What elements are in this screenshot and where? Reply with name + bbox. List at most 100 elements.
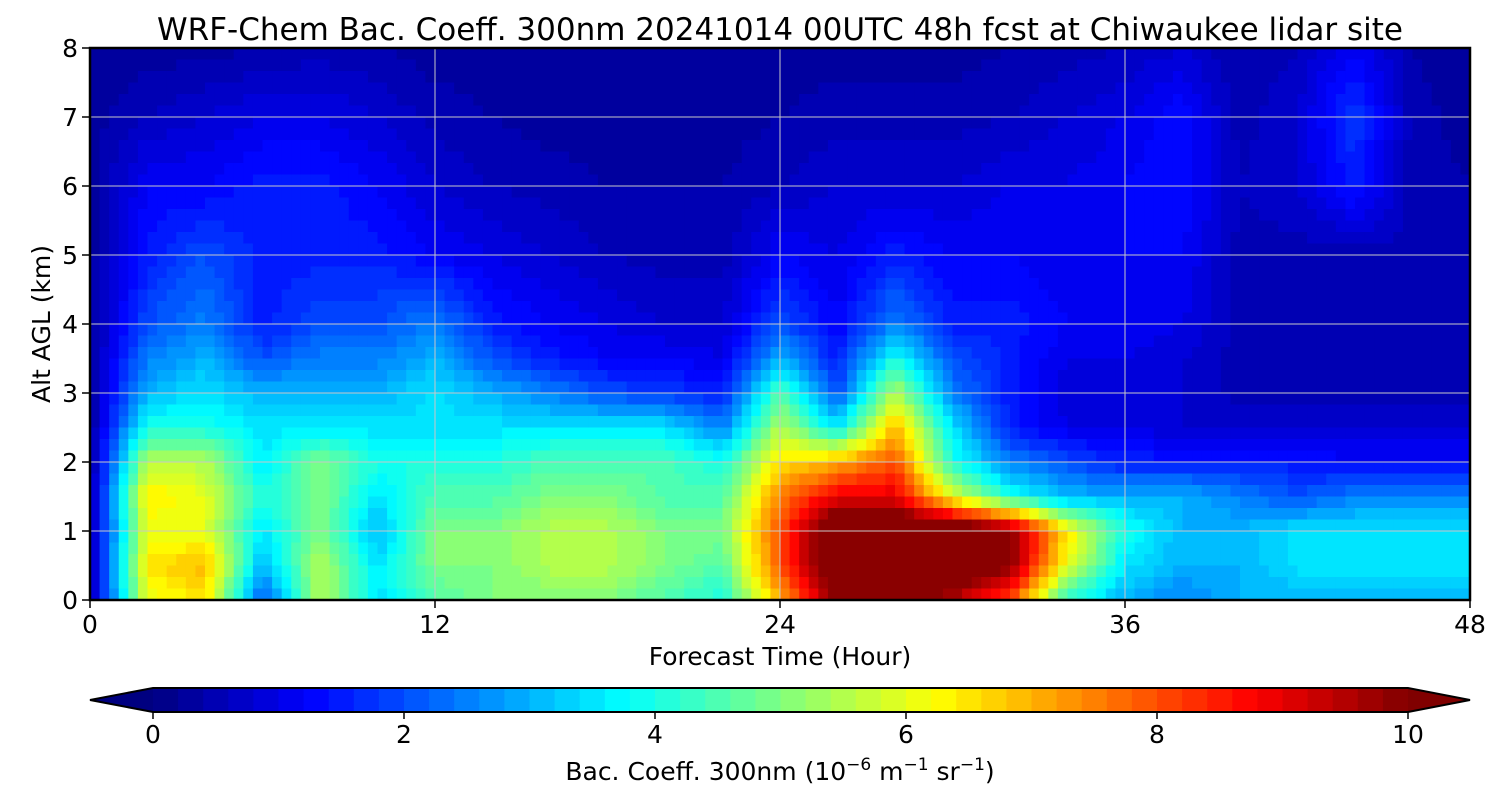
heatmap-cell: [1000, 163, 1011, 176]
heatmap-cell: [473, 151, 484, 164]
heatmap-cell: [780, 117, 791, 130]
heatmap-cell: [530, 151, 542, 164]
heatmap-cell: [1163, 324, 1174, 337]
heatmap-cell: [1105, 209, 1117, 222]
heatmap-cell: [578, 278, 589, 291]
heatmap-cell: [722, 197, 733, 210]
heatmap-cell: [502, 278, 513, 291]
heatmap-cell: [166, 94, 177, 107]
heatmap-cell: [962, 197, 973, 210]
heatmap-cell: [454, 151, 465, 164]
heatmap-cell: [176, 289, 187, 302]
heatmap-cell: [645, 404, 657, 417]
heatmap-cell: [511, 232, 522, 245]
heatmap-cell: [904, 117, 915, 130]
heatmap-cell: [550, 220, 561, 233]
heatmap-cell: [981, 243, 992, 256]
heatmap-cell: [233, 128, 244, 141]
heatmap-cell: [1345, 347, 1356, 360]
heatmap-cell: [1096, 232, 1107, 245]
heatmap-cell: [1153, 370, 1164, 383]
heatmap-cell: [540, 278, 551, 291]
heatmap-cell: [511, 163, 522, 176]
heatmap-cell: [1086, 174, 1097, 187]
heatmap-cell: [1172, 48, 1184, 61]
heatmap-cell: [157, 427, 168, 440]
heatmap-cell: [1192, 94, 1203, 107]
heatmap-cell: [952, 381, 963, 394]
heatmap-cell: [914, 220, 925, 233]
heatmap-cell: [1335, 163, 1347, 176]
heatmap-cell: [109, 289, 120, 302]
heatmap-cell: [703, 140, 714, 153]
heatmap-cell: [1067, 289, 1078, 302]
heatmap-cell: [885, 232, 896, 245]
heatmap-cell: [1307, 220, 1318, 233]
heatmap-cell: [415, 59, 427, 72]
heatmap-cell: [971, 347, 982, 360]
heatmap-cell: [856, 255, 867, 268]
heatmap-cell: [185, 312, 197, 325]
heatmap-cell: [482, 174, 494, 187]
heatmap-cell: [569, 427, 580, 440]
heatmap-cell: [1249, 220, 1260, 233]
heatmap-cell: [617, 128, 628, 141]
heatmap-cell: [597, 220, 609, 233]
heatmap-cell: [473, 370, 484, 383]
heatmap-cell: [655, 140, 666, 153]
heatmap-cell: [626, 186, 637, 199]
heatmap-cell: [875, 393, 887, 406]
heatmap-cell: [760, 255, 772, 268]
heatmap-cell: [1422, 381, 1433, 394]
heatmap-cell: [252, 48, 264, 61]
heatmap-cell: [1249, 358, 1260, 371]
heatmap-cell: [1374, 163, 1385, 176]
heatmap-cell: [856, 94, 867, 107]
heatmap-cell: [396, 197, 407, 210]
heatmap-cell: [99, 232, 110, 245]
heatmap-cell: [1019, 416, 1030, 429]
heatmap-cell: [1105, 48, 1117, 61]
heatmap-cell: [1000, 174, 1011, 187]
heatmap-cell: [780, 427, 791, 440]
heatmap-cell: [348, 266, 359, 279]
heatmap-cell: [310, 232, 321, 245]
heatmap-cell: [1326, 358, 1337, 371]
heatmap-cell: [281, 94, 292, 107]
heatmap-cell: [358, 289, 369, 302]
heatmap-cell: [176, 232, 187, 245]
heatmap-cell: [205, 197, 216, 210]
heatmap-cell: [482, 151, 494, 164]
heatmap-cell: [118, 255, 129, 268]
heatmap-cell: [626, 197, 637, 210]
heatmap-cell: [511, 289, 522, 302]
heatmap-cell: [435, 393, 446, 406]
heatmap-cell: [1211, 117, 1222, 130]
heatmap-cell: [521, 94, 532, 107]
heatmap-cell: [1048, 71, 1059, 84]
heatmap-cell: [780, 255, 791, 268]
heatmap-cell: [588, 163, 599, 176]
heatmap-cell: [1441, 301, 1452, 314]
heatmap-cell: [185, 243, 197, 256]
heatmap-cell: [722, 370, 733, 383]
heatmap-cell: [789, 232, 800, 245]
heatmap-cell: [952, 105, 963, 118]
heatmap-cell: [214, 94, 225, 107]
heatmap-cell: [1182, 301, 1193, 314]
heatmap-cell: [339, 232, 350, 245]
heatmap-cell: [1278, 220, 1289, 233]
heatmap-cell: [406, 209, 417, 222]
heatmap-cell: [607, 278, 618, 291]
heatmap-cell: [1422, 197, 1433, 210]
heatmap-cell: [674, 140, 685, 153]
heatmap-cell: [703, 71, 714, 84]
heatmap-cell: [1096, 347, 1107, 360]
heatmap-cell: [1019, 278, 1030, 291]
heatmap-cell: [617, 71, 628, 84]
heatmap-cell: [1259, 278, 1270, 291]
heatmap-cell: [799, 370, 810, 383]
heatmap-cell: [147, 232, 158, 245]
heatmap-cell: [444, 128, 455, 141]
heatmap-cell: [90, 232, 101, 245]
